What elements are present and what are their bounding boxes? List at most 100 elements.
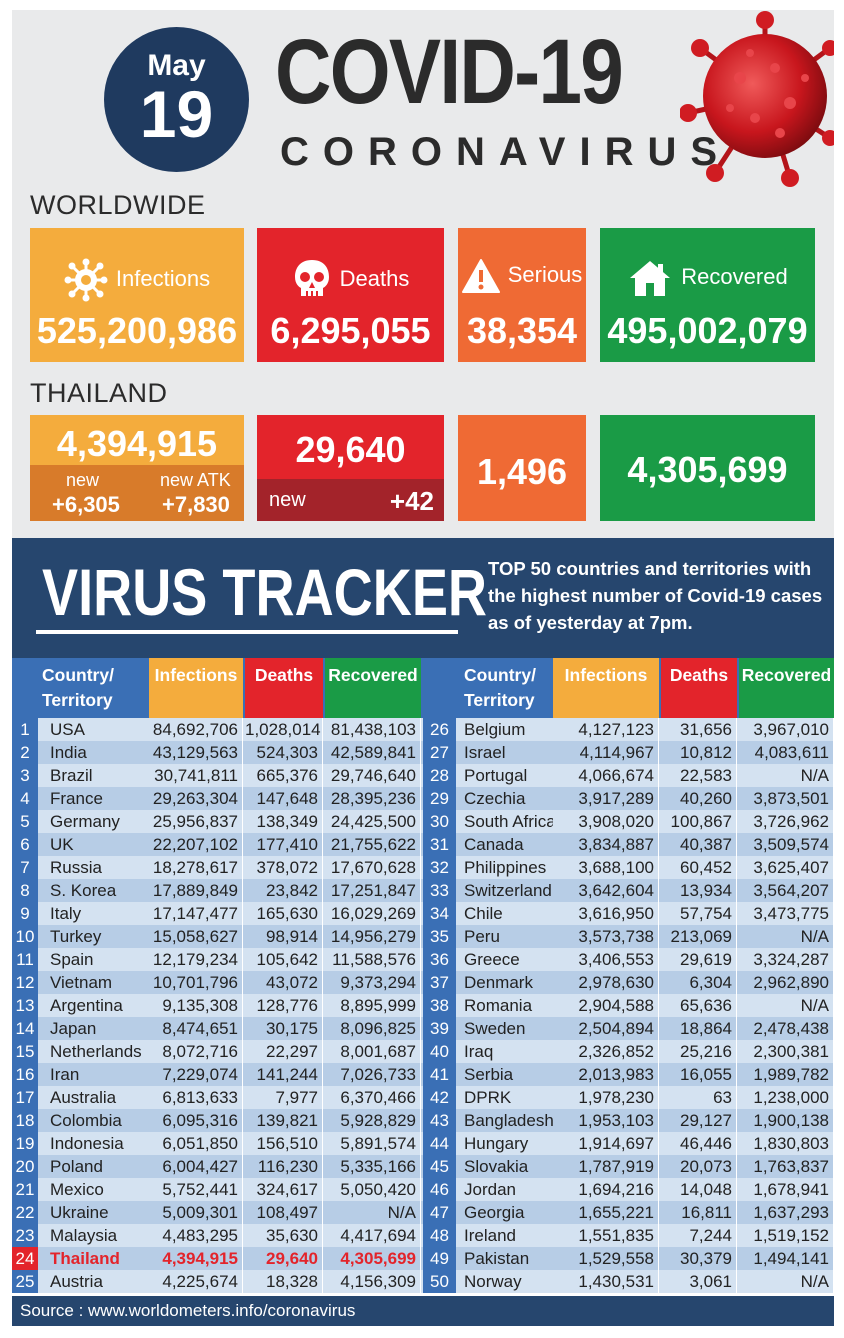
cell-rank: 34 (423, 902, 456, 925)
cell-deaths: 3,061 (661, 1270, 737, 1293)
header-recovered-right: Recovered (739, 658, 834, 718)
page-subtitle: CORONAVIRUS (280, 130, 732, 174)
cell-infections: 1,953,103 (553, 1109, 659, 1132)
cell-country: Spain (50, 950, 94, 969)
cell-infections: 43,129,563 (149, 741, 243, 764)
cell-country: Jordan (464, 1180, 516, 1199)
cell-deaths: 156,510 (245, 1132, 323, 1155)
cell-country: DPRK (464, 1088, 512, 1107)
cell-rank: 15 (12, 1040, 38, 1063)
cell-infections: 84,692,706 (149, 718, 243, 741)
table-row: 10 Turkey 15,058,627 98,914 14,956,279 35 Peru… (12, 925, 834, 948)
cell-rank: 6 (12, 833, 38, 856)
cell-rank: 18 (12, 1109, 38, 1132)
cell-infections: 9,135,308 (149, 994, 243, 1017)
cell-rank: 36 (423, 948, 456, 971)
cell-rank: 35 (423, 925, 456, 948)
table-row: 1 USA 84,692,706 1,028,014 81,438,103 26 Belgi… (12, 718, 834, 741)
cell-rank: 20 (12, 1155, 38, 1178)
cell-rank: 28 (423, 764, 456, 787)
cell-recovered: 3,564,207 (739, 879, 834, 902)
cell-country: Canada (464, 835, 524, 854)
cell-rank: 2 (12, 741, 38, 764)
cell-deaths: 35,630 (245, 1224, 323, 1247)
cell-deaths: 141,244 (245, 1063, 323, 1086)
cell-deaths: 57,754 (661, 902, 737, 925)
cell-country: Czechia (464, 789, 526, 808)
cell-country: Switzerland (464, 881, 552, 900)
worldwide-deaths-card: Deaths 6,295,055 (257, 228, 444, 362)
cell-deaths: 665,376 (245, 764, 323, 787)
cell-rank: 5 (12, 810, 38, 833)
cell-infections: 3,406,553 (553, 948, 659, 971)
table-row: 14 Japan 8,474,651 30,175 8,096,825 39 Sweden 2… (12, 1017, 834, 1040)
thailand-deaths-new-label: new (269, 489, 306, 511)
table-row: 24 Thailand 4,394,915 29,640 4,305,699 49 Paki… (12, 1247, 834, 1270)
cell-deaths: 29,640 (245, 1247, 323, 1270)
cell-recovered: 21,755,622 (325, 833, 421, 856)
cell-country: Malaysia (50, 1226, 118, 1245)
worldwide-recovered-label: Recovered (681, 263, 788, 289)
cell-infections: 3,917,289 (553, 787, 659, 810)
coronavirus-illustration (680, 11, 834, 187)
table-row: 15 Netherlands 8,072,716 22,297 8,001,687 40 I… (12, 1040, 834, 1063)
table-row: 23 Malaysia 4,483,295 35,630 4,417,694 48 Irel… (12, 1224, 834, 1247)
table-row: 17 Australia 6,813,633 7,977 6,370,466 42 DPRK… (12, 1086, 834, 1109)
cell-recovered: 3,967,010 (739, 718, 834, 741)
cell-infections: 25,956,837 (149, 810, 243, 833)
cell-recovered: 1,519,152 (739, 1224, 834, 1247)
thailand-infections-card: 4,394,915 new +6,305 new ATK +7,830 (30, 415, 244, 521)
header-infections-left: Infections (149, 658, 243, 718)
cell-infections: 3,642,604 (553, 879, 659, 902)
cell-infections: 8,072,716 (149, 1040, 243, 1063)
cell-country: UK (50, 835, 74, 854)
virus-icon (64, 258, 108, 302)
worldwide-serious-value: 38,354 (466, 310, 578, 351)
cell-deaths: 324,617 (245, 1178, 323, 1201)
cell-infections: 6,004,427 (149, 1155, 243, 1178)
cell-country: Romania (464, 996, 533, 1015)
header-recovered-left: Recovered (325, 658, 421, 718)
cell-country: Georgia (464, 1203, 525, 1222)
cell-deaths: 165,630 (245, 902, 323, 925)
cell-country: Austria (50, 1272, 103, 1291)
cell-rank: 21 (12, 1178, 38, 1201)
cell-infections: 2,326,852 (553, 1040, 659, 1063)
cell-country: Israel (464, 743, 506, 762)
cell-deaths: 6,304 (661, 971, 737, 994)
cell-infections: 3,834,887 (553, 833, 659, 856)
cell-deaths: 16,811 (661, 1201, 737, 1224)
cell-country: Vietnam (50, 973, 113, 992)
cell-rank: 29 (423, 787, 456, 810)
skull-icon (294, 260, 329, 296)
cell-recovered: 3,473,775 (739, 902, 834, 925)
cell-deaths: 23,842 (245, 879, 323, 902)
cell-rank: 46 (423, 1178, 456, 1201)
cell-deaths: 128,776 (245, 994, 323, 1017)
cell-deaths: 7,244 (661, 1224, 737, 1247)
cell-recovered: 3,509,574 (739, 833, 834, 856)
cell-infections: 1,978,230 (553, 1086, 659, 1109)
date-day: 19 (139, 77, 214, 151)
cell-country: Germany (50, 812, 120, 831)
cell-infections: 6,051,850 (149, 1132, 243, 1155)
header-country-left: Country/ Territory (42, 665, 114, 710)
cell-rank: 45 (423, 1155, 456, 1178)
cell-infections: 1,430,531 (553, 1270, 659, 1293)
cell-recovered: 3,726,962 (739, 810, 834, 833)
cell-recovered: 2,962,890 (739, 971, 834, 994)
cell-rank: 48 (423, 1224, 456, 1247)
cell-deaths: 63 (661, 1086, 737, 1109)
cell-country: Sweden (464, 1019, 526, 1038)
cell-recovered: 1,238,000 (739, 1086, 834, 1109)
cell-rank: 25 (12, 1270, 38, 1293)
cell-recovered: 8,895,999 (325, 994, 421, 1017)
cell-rank: 39 (423, 1017, 456, 1040)
cell-deaths: 108,497 (245, 1201, 323, 1224)
table-row: 8 S. Korea 17,889,849 23,842 17,251,847 33 Swi… (12, 879, 834, 902)
cell-infections: 2,013,983 (553, 1063, 659, 1086)
cell-country: Pakistan (464, 1249, 530, 1268)
cell-recovered: 5,928,829 (325, 1109, 421, 1132)
cell-country: Belgium (464, 720, 526, 739)
cell-deaths: 100,867 (661, 810, 737, 833)
